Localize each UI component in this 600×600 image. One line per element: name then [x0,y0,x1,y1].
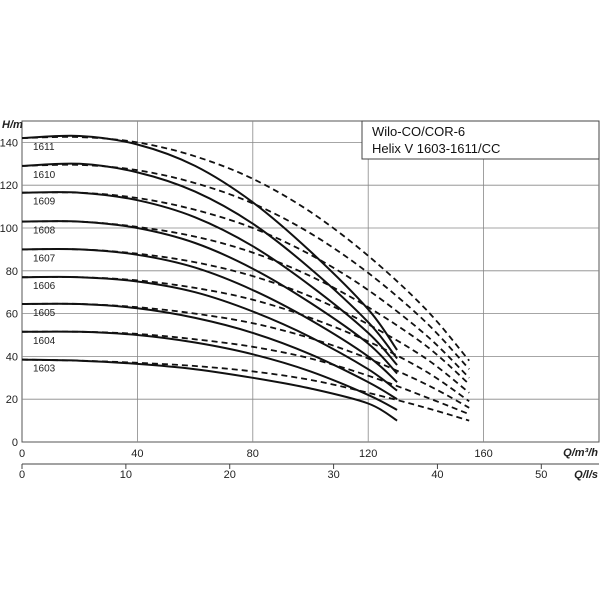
chart-title-line-1: Wilo-CO/COR-6 [372,124,465,139]
curve-1610-dashed [21,163,470,370]
curve-1611-solid [21,134,398,351]
curve-1609-dashed [21,191,470,379]
curve-label-1604: 1604 [33,336,56,347]
x2-tick-label: 30 [327,469,339,481]
pump-curves [21,134,470,422]
y-tick-label: 40 [6,351,18,363]
y-axis-label: H/m [2,119,23,131]
curve-1608-solid [21,220,398,375]
curve-label-1608: 1608 [33,226,56,237]
chart-title-line-2: Helix V 1603-1611/CC [372,141,500,156]
y-tick-label: 100 [0,223,18,235]
curve-label-1609: 1609 [33,197,56,208]
y-tick-label: 20 [6,394,18,406]
curve-1609-solid [21,191,398,366]
x-tick-label: 40 [131,448,143,460]
x-tick-label: 0 [19,448,25,460]
curve-1604-solid [21,330,398,411]
y-tick-label: 60 [6,309,18,321]
curve-1610-solid [21,162,398,360]
curve-label-1611: 1611 [33,142,55,153]
curve-1607-dashed [21,248,470,394]
x2-axis-label: Q/l/s [574,469,598,481]
curve-1611-dashed [21,135,470,362]
curve-1608-dashed [21,220,470,385]
title-box [361,120,600,160]
x2-tick-label: 40 [431,469,443,481]
y-tick-label: 0 [12,437,18,449]
curve-1603-dashed [21,358,470,422]
x2-tick-label: 20 [224,469,236,481]
curve-1605-dashed [21,302,470,409]
x2-tick-label: 50 [535,469,547,481]
curve-label-1605: 1605 [33,308,56,319]
curve-label-1610: 1610 [33,170,56,181]
y-tick-label: 140 [0,137,18,149]
plot-frame [21,120,600,443]
x2-tick-label: 0 [19,469,25,481]
y-tick-label: 80 [6,266,18,278]
curve-label-1606: 1606 [33,281,56,292]
x-tick-label: 160 [474,448,492,460]
curve-1607-solid [21,248,398,383]
axes: 0 20 40 60 80 100 120 140 0 40 80 120 160 0 10 20 30 40 50 [0,137,599,481]
grid-lines [21,120,600,443]
curve-1603-solid [21,358,398,422]
x-tick-label: 120 [359,448,377,460]
curve-1606-dashed [21,276,470,403]
curve-labels: 1603 1604 1605 1606 1607 1608 1609 1610 1611 [33,142,56,374]
curve-label-1603: 1603 [33,364,56,375]
x-tick-label: 80 [247,448,259,460]
curve-label-1607: 1607 [33,253,56,264]
curve-1606-solid [21,275,398,392]
x-axis-label: Q/m³/h [563,447,598,459]
y-tick-label: 120 [0,180,18,192]
x2-tick-label: 10 [120,469,132,481]
curve-1605-solid [21,302,398,401]
